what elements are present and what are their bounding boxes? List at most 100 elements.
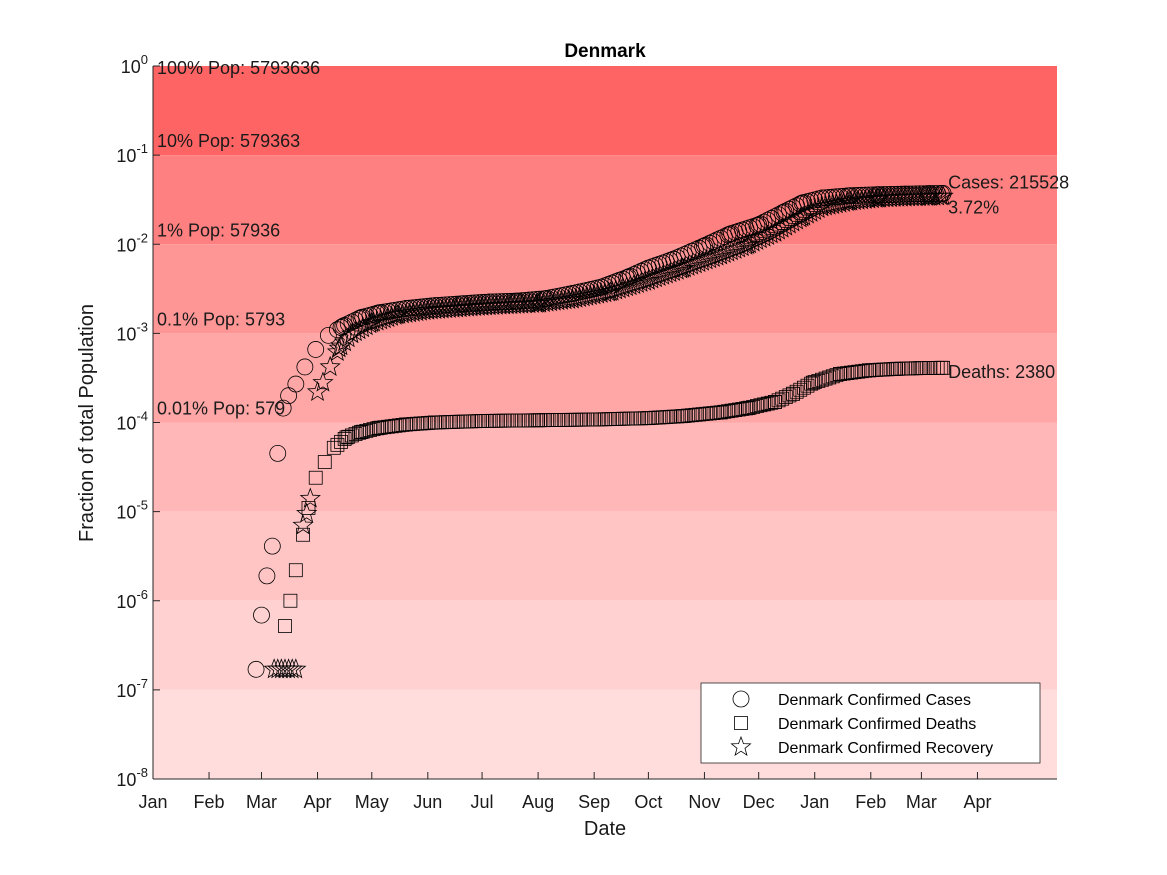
circle-marker — [319, 326, 337, 344]
y-tick-label: 10-1 — [116, 141, 148, 166]
background-band — [153, 511, 1057, 601]
population-annotation: 100% Pop: 5793636 — [157, 58, 320, 78]
star-marker — [858, 188, 880, 209]
legend-box — [700, 682, 1041, 764]
star-marker — [370, 309, 392, 330]
circle-marker — [748, 217, 766, 234]
star-marker — [328, 337, 350, 358]
star-marker — [677, 255, 699, 276]
star-marker — [362, 311, 385, 332]
square-marker — [778, 390, 793, 404]
star-marker — [306, 380, 329, 401]
square-marker — [283, 593, 298, 608]
square-marker — [326, 440, 341, 455]
star-marker — [713, 242, 735, 264]
square-marker — [818, 371, 833, 386]
star-marker — [442, 297, 464, 318]
star-marker — [594, 282, 616, 303]
circle-marker — [274, 399, 292, 417]
square-marker — [757, 397, 772, 412]
star-marker — [739, 233, 761, 254]
square-marker — [278, 619, 292, 633]
star-marker — [648, 265, 670, 286]
square-marker — [771, 393, 786, 408]
legend-square-icon — [734, 716, 748, 730]
x-tick-label: Jul — [471, 792, 494, 812]
square-marker — [381, 419, 395, 434]
star-marker — [384, 304, 406, 325]
annotations: 100% Pop: 5793636 10% Pop: 579363 1% Pop: … — [157, 58, 1069, 419]
x-axis-title: Date — [584, 818, 626, 840]
star-marker — [695, 249, 717, 270]
star-marker — [829, 192, 851, 213]
star-marker — [800, 201, 822, 222]
background-band — [153, 600, 1057, 690]
star-marker — [467, 295, 490, 316]
y-axis-title: Fraction of total Population — [76, 304, 98, 542]
x-tick-label: Feb — [194, 792, 225, 812]
background-bands — [153, 66, 1057, 779]
square-marker — [840, 366, 855, 380]
star-marker — [619, 275, 641, 296]
circle-marker — [253, 606, 270, 624]
circle-marker — [683, 242, 701, 260]
circle-marker — [307, 341, 325, 358]
square-marker — [789, 384, 804, 399]
y-tick-label: 10-5 — [116, 498, 148, 523]
star-marker — [424, 298, 446, 320]
circle-marker — [752, 215, 769, 233]
star-marker — [692, 250, 714, 271]
star-marker — [460, 296, 482, 317]
star-marker — [659, 262, 681, 283]
star-marker — [710, 244, 732, 265]
circle-marker — [263, 537, 281, 555]
star-marker — [742, 231, 764, 252]
y-tick-label: 100 — [121, 52, 148, 77]
square-marker — [308, 470, 323, 485]
x-tick-label: Aug — [522, 792, 554, 812]
square-marker — [768, 395, 782, 409]
star-marker — [608, 278, 631, 299]
legend-circle-icon — [732, 690, 750, 708]
y-tick-label: 10-7 — [116, 676, 148, 701]
circle-marker — [755, 213, 773, 231]
circle-marker — [247, 660, 265, 678]
circle-marker — [701, 234, 719, 252]
square-marker — [796, 380, 811, 395]
square-marker — [377, 420, 392, 435]
end-annotation: Deaths: 2380 — [948, 362, 1055, 382]
legend: Denmark Confirmed Cases Denmark Confirmed… — [700, 682, 1041, 764]
square-marker — [337, 432, 352, 446]
star-marker — [626, 272, 649, 293]
star-marker — [417, 299, 439, 320]
square-marker — [822, 370, 837, 385]
star-marker — [449, 297, 471, 318]
square-marker — [352, 425, 367, 440]
star-marker — [561, 288, 584, 309]
legend-label: Denmark Confirmed Deaths — [778, 716, 976, 733]
star-marker — [634, 270, 656, 291]
star-marker — [807, 197, 829, 219]
star-marker — [684, 253, 706, 274]
star-marker — [464, 295, 486, 317]
square-marker — [731, 402, 746, 417]
square-marker — [355, 424, 370, 439]
population-annotation: 0.1% Pop: 5793 — [157, 309, 285, 329]
population-annotation: 1% Pop: 57936 — [157, 220, 280, 240]
x-tick-label: Dec — [743, 792, 775, 812]
circle-marker — [773, 204, 791, 222]
square-marker — [330, 437, 345, 452]
circle-marker — [770, 206, 787, 224]
y-tick-label: 10-3 — [116, 319, 148, 344]
square-marker — [348, 427, 363, 442]
x-tick-label: May — [355, 792, 389, 812]
circle-marker — [258, 567, 276, 585]
star-marker — [825, 193, 848, 214]
circle-marker — [694, 238, 712, 256]
star-marker — [706, 245, 728, 266]
circle-marker — [705, 233, 722, 251]
square-marker — [760, 396, 775, 411]
square-marker — [388, 418, 403, 433]
